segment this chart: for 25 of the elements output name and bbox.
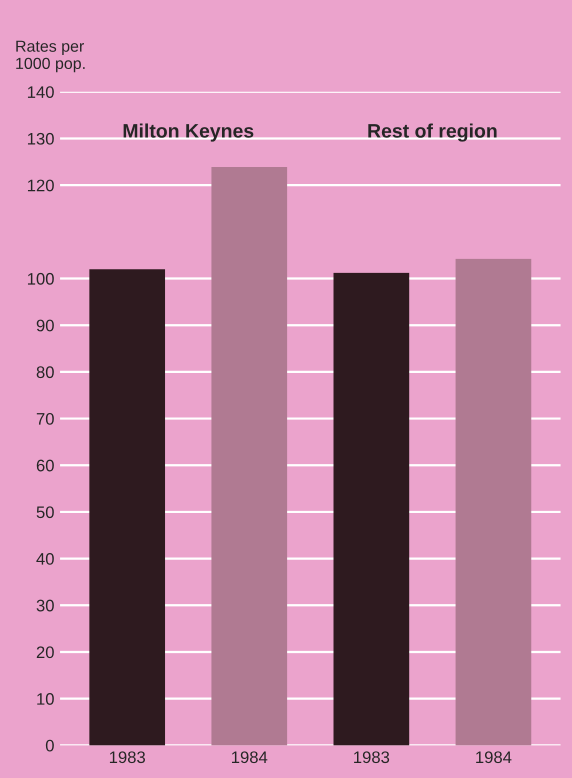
x-tick-label: 1984	[476, 751, 512, 764]
bar	[456, 258, 532, 746]
y-tick-label: 40	[36, 553, 54, 565]
y-tick-label: 50	[36, 506, 54, 518]
y-tick-label: 30	[36, 600, 54, 612]
y-tick-label: 100	[28, 272, 54, 285]
y-axis-title: Rates per 1000 pop.	[16, 40, 85, 72]
y-tick-label: 90	[36, 320, 54, 332]
x-tick-label: 1983	[354, 751, 390, 764]
x-tick-label: 1983	[110, 751, 146, 764]
y-tick-label: 130	[28, 132, 54, 145]
bar	[211, 166, 288, 746]
y-tick-label: 80	[36, 366, 54, 378]
annotation: Rest of region	[368, 123, 497, 142]
y-tick-label: 60	[36, 460, 54, 472]
annotation: Milton Keynes	[124, 123, 254, 142]
x-tick-label: 1984	[232, 751, 268, 764]
bar	[89, 269, 166, 746]
y-tick-label: 10	[37, 693, 54, 705]
y-tick-label: 140	[28, 86, 54, 98]
y-tick-label: 120	[28, 180, 54, 192]
y-tick-label: 20	[36, 646, 54, 658]
y-tick-label: 70	[36, 412, 54, 425]
y-tick-label: 0	[46, 740, 54, 752]
bar	[334, 272, 410, 746]
